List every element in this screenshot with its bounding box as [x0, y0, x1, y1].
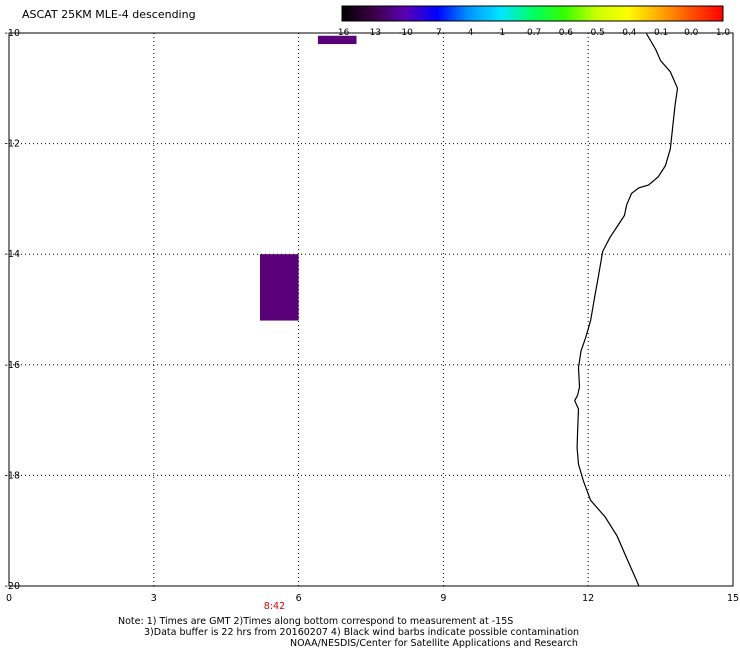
coastline: [574, 32, 679, 587]
x-tick-label: 12: [582, 593, 594, 604]
axis-ticks: 0 3 6 9 12 15 -10 -12 -14 -16 -18 -20: [4, 28, 739, 604]
frame-border: [8, 32, 734, 587]
map-title: ASCAT 25KM MLE-4 descending: [22, 8, 196, 21]
x-tick-label: 15: [727, 593, 739, 604]
x-tick-label: 9: [440, 593, 446, 604]
y-tick-label: -16: [4, 360, 20, 371]
coastline-path: [574, 32, 679, 587]
note-line-3: NOAA/NESDIS/Center for Satellite Applica…: [290, 638, 578, 649]
x-tick-label: 0: [6, 593, 12, 604]
y-tick-label: -20: [4, 581, 20, 592]
y-tick-label: -10: [4, 28, 20, 39]
y-tick-label: -18: [4, 470, 20, 481]
time-label: 8:42: [264, 601, 285, 612]
plot-frame: [8, 32, 734, 587]
colorbar-gradient: [341, 5, 724, 22]
y-tick-label: -12: [4, 139, 20, 150]
y-tick-label: -14: [4, 249, 20, 260]
note-line-2: 3)Data buffer is 22 hrs from 20160207 4)…: [144, 627, 580, 638]
x-tick-label: 3: [151, 593, 157, 604]
data-patch: [259, 254, 299, 321]
data-patches: [259, 35, 357, 321]
data-patch: [317, 35, 357, 45]
x-tick-label: 6: [296, 593, 302, 604]
grid-lines: [9, 33, 733, 586]
note-line-1: Note: 1) Times are GMT 2)Times along bot…: [118, 616, 514, 627]
